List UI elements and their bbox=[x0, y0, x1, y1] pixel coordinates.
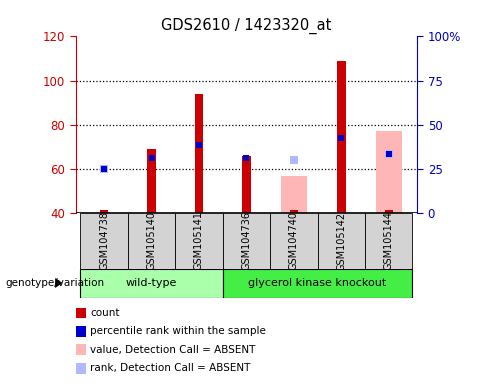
Bar bbox=[376, 131, 402, 213]
Text: GSM105140: GSM105140 bbox=[146, 212, 157, 270]
Text: rank, Detection Call = ABSENT: rank, Detection Call = ABSENT bbox=[90, 363, 251, 373]
Bar bbox=[81, 213, 128, 269]
Text: GSM104740: GSM104740 bbox=[289, 212, 299, 270]
Bar bbox=[175, 213, 223, 269]
Text: GSM105141: GSM105141 bbox=[194, 212, 204, 270]
Text: GSM104738: GSM104738 bbox=[99, 212, 109, 270]
Text: wild-type: wild-type bbox=[126, 278, 177, 288]
Polygon shape bbox=[55, 278, 62, 288]
Bar bbox=[337, 61, 346, 213]
Bar bbox=[365, 213, 412, 269]
Bar bbox=[223, 213, 270, 269]
Bar bbox=[81, 269, 223, 298]
Text: GSM104736: GSM104736 bbox=[242, 212, 251, 270]
Text: glycerol kinase knockout: glycerol kinase knockout bbox=[248, 278, 386, 288]
Bar bbox=[270, 213, 318, 269]
Text: value, Detection Call = ABSENT: value, Detection Call = ABSENT bbox=[90, 345, 256, 355]
Bar bbox=[223, 269, 412, 298]
Title: GDS2610 / 1423320_at: GDS2610 / 1423320_at bbox=[161, 18, 332, 34]
Text: percentile rank within the sample: percentile rank within the sample bbox=[90, 326, 266, 336]
Bar bbox=[289, 210, 298, 213]
Bar bbox=[385, 210, 393, 213]
Bar bbox=[128, 213, 175, 269]
Text: genotype/variation: genotype/variation bbox=[5, 278, 104, 288]
Text: GSM105142: GSM105142 bbox=[336, 212, 346, 270]
Bar bbox=[318, 213, 365, 269]
Bar bbox=[147, 149, 156, 213]
Text: GSM105144: GSM105144 bbox=[384, 212, 394, 270]
Bar bbox=[242, 156, 251, 213]
Bar bbox=[195, 94, 203, 213]
Bar bbox=[281, 175, 307, 213]
Text: count: count bbox=[90, 308, 120, 318]
Bar bbox=[100, 210, 108, 213]
